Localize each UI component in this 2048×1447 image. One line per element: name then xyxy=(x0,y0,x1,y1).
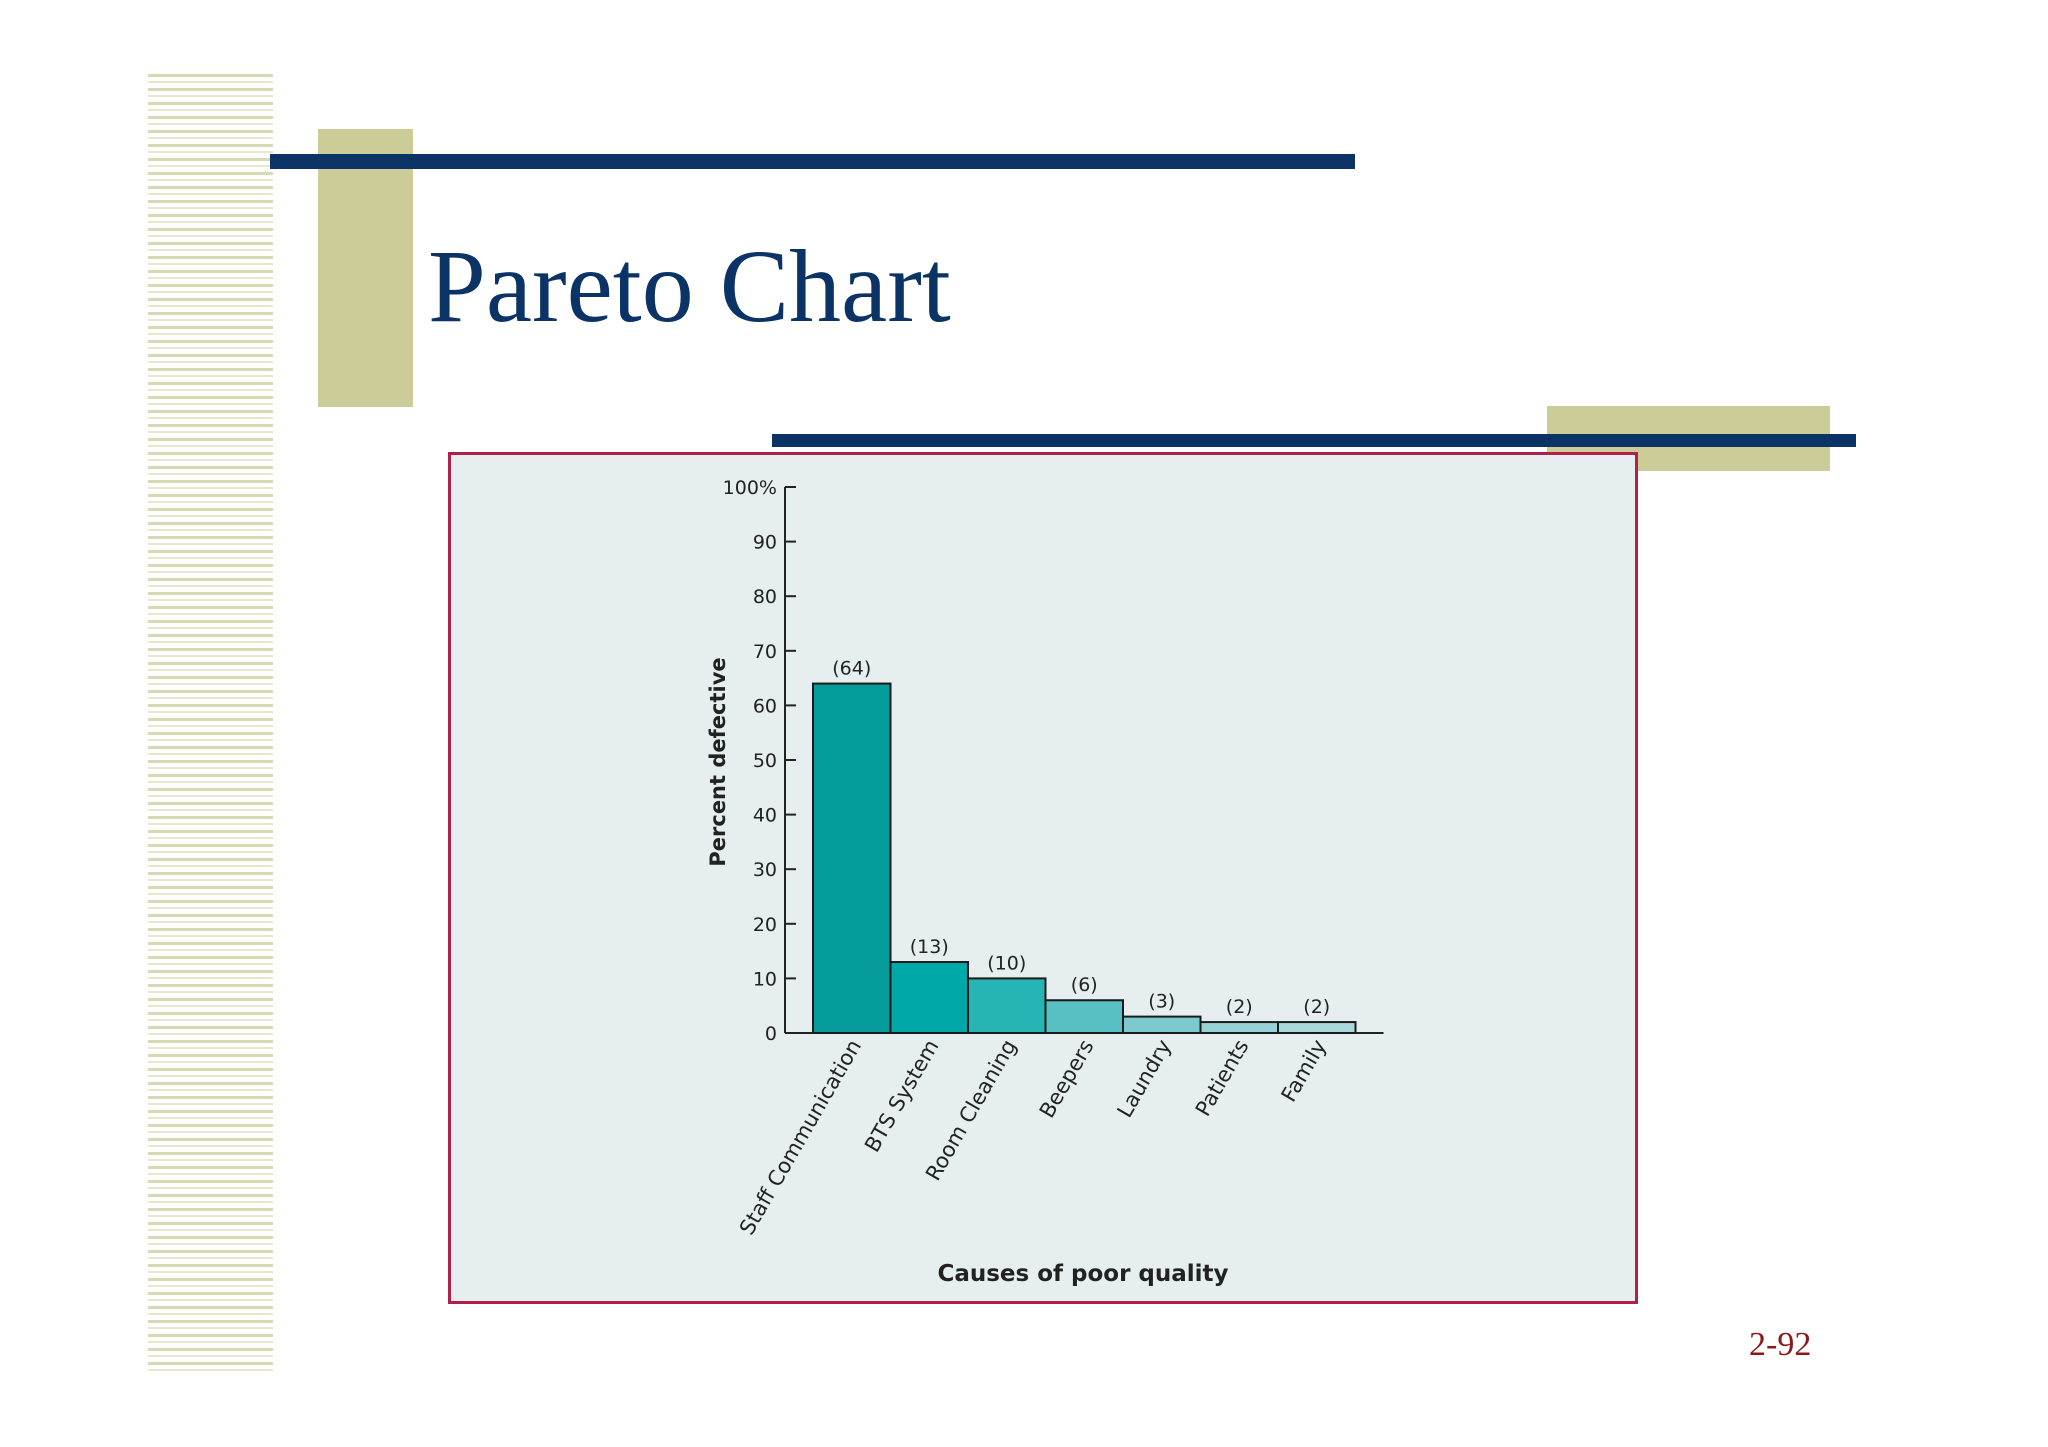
bar-data-label: (2) xyxy=(1226,996,1253,1018)
bar-beepers xyxy=(1044,999,1124,1034)
y-tick-label: 20 xyxy=(753,914,777,936)
bar-patients xyxy=(1199,1021,1279,1035)
decorative-stripes xyxy=(148,74,273,1374)
y-axis: 0 10 20 30 40 50 60 70 80 90 100% xyxy=(723,477,796,1045)
y-tick-label: 50 xyxy=(753,750,777,772)
x-tick-label: Laundry xyxy=(1112,1036,1176,1122)
bar-data-labels: (64) (13) (10) (6) (3) (2) (2) xyxy=(832,658,1330,1019)
bar-data-label: (6) xyxy=(1071,974,1098,996)
y-tick-label: 100% xyxy=(723,477,777,499)
bar-data-label: (64) xyxy=(832,658,871,680)
page-number: 2-92 xyxy=(1749,1326,1812,1363)
chart-frame: 0 10 20 30 40 50 60 70 80 90 100% (64) (13) (10) (6)(… xyxy=(448,452,1638,1304)
y-tick-label: 30 xyxy=(753,859,777,881)
y-tick-label: 70 xyxy=(753,641,777,663)
bar-staff-communication xyxy=(812,682,892,1034)
x-axis-title: Causes of poor quality xyxy=(937,1261,1228,1287)
x-tick-label: BTS System xyxy=(860,1036,944,1157)
x-tick-label: Staff Communication xyxy=(735,1036,866,1239)
bar-data-label: (2) xyxy=(1303,996,1330,1018)
decorative-navy-bar-mid xyxy=(772,434,1856,447)
x-tick-label: Patients xyxy=(1191,1036,1254,1121)
bar-laundry xyxy=(1122,1015,1202,1034)
x-tick-label: Family xyxy=(1277,1036,1332,1107)
decorative-olive-block-left xyxy=(318,129,413,407)
bar-data-label: (10) xyxy=(987,952,1026,974)
decorative-navy-bar-top xyxy=(270,154,1355,169)
bar-data-label: (13) xyxy=(910,936,949,958)
y-tick-label: 60 xyxy=(753,695,777,717)
bar-bts-system xyxy=(889,961,969,1034)
y-axis-title: Percent defective xyxy=(706,657,730,866)
bar-data-label: (3) xyxy=(1148,991,1175,1013)
x-tick-label: Beepers xyxy=(1035,1036,1099,1123)
y-tick-label: 10 xyxy=(753,968,777,990)
y-tick-label: 40 xyxy=(753,805,777,827)
bar-room-cleaning xyxy=(967,977,1047,1035)
y-tick-label: 0 xyxy=(765,1023,777,1045)
bar-family xyxy=(1277,1021,1357,1035)
slide-title: Pareto Chart xyxy=(428,229,951,344)
bars xyxy=(812,682,1357,1035)
y-tick-label: 90 xyxy=(753,532,777,554)
y-tick-label: 80 xyxy=(753,586,777,608)
